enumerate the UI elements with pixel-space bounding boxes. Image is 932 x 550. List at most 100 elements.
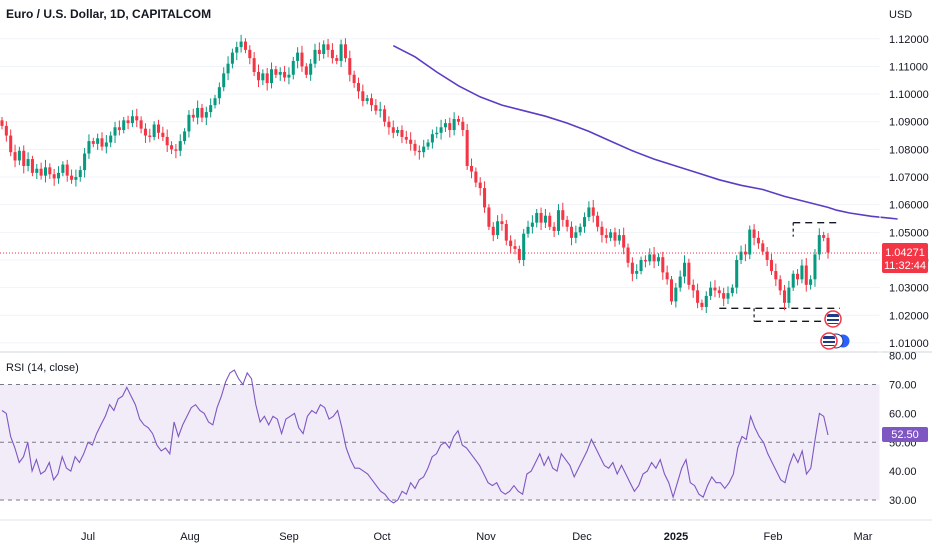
- candle[interactable]: [726, 286, 730, 305]
- candle[interactable]: [435, 126, 439, 139]
- candle[interactable]: [756, 231, 760, 249]
- candle[interactable]: [496, 215, 500, 240]
- candle[interactable]: [548, 212, 552, 231]
- candle[interactable]: [43, 159, 47, 183]
- candle[interactable]: [196, 100, 200, 125]
- candle[interactable]: [422, 139, 426, 158]
- candle[interactable]: [622, 227, 626, 255]
- candle[interactable]: [617, 229, 621, 245]
- candle[interactable]: [83, 148, 87, 178]
- candle[interactable]: [543, 208, 547, 229]
- candle[interactable]: [17, 146, 21, 166]
- candle[interactable]: [313, 43, 317, 68]
- candle[interactable]: [791, 270, 795, 291]
- candle[interactable]: [796, 269, 800, 286]
- candle[interactable]: [383, 105, 387, 127]
- candlestick-series[interactable]: [0, 34, 830, 314]
- candle[interactable]: [687, 258, 691, 290]
- candle[interactable]: [626, 243, 630, 268]
- candle[interactable]: [35, 164, 39, 179]
- candle[interactable]: [448, 117, 452, 138]
- candle[interactable]: [452, 112, 456, 136]
- candle[interactable]: [683, 255, 687, 284]
- candle[interactable]: [591, 199, 595, 223]
- candle[interactable]: [665, 265, 669, 285]
- candle[interactable]: [370, 93, 374, 112]
- candle[interactable]: [630, 257, 634, 282]
- candle[interactable]: [213, 94, 217, 109]
- candle[interactable]: [748, 225, 752, 260]
- candle[interactable]: [274, 65, 278, 79]
- candle[interactable]: [300, 45, 304, 72]
- candle[interactable]: [500, 213, 504, 231]
- candle[interactable]: [317, 42, 321, 61]
- candle[interactable]: [535, 208, 539, 228]
- candle[interactable]: [704, 291, 708, 314]
- candle[interactable]: [204, 106, 208, 126]
- candle[interactable]: [343, 38, 347, 63]
- candle[interactable]: [739, 245, 743, 264]
- candle[interactable]: [604, 228, 608, 244]
- candle[interactable]: [148, 128, 152, 143]
- candle[interactable]: [222, 67, 226, 92]
- candle[interactable]: [826, 233, 830, 259]
- candle[interactable]: [239, 34, 243, 53]
- candle[interactable]: [387, 116, 391, 135]
- candle[interactable]: [409, 132, 413, 151]
- candle[interactable]: [483, 181, 487, 213]
- candle[interactable]: [191, 108, 195, 122]
- candle[interactable]: [183, 128, 187, 145]
- candle[interactable]: [87, 134, 91, 159]
- candle[interactable]: [0, 117, 4, 130]
- candle[interactable]: [235, 41, 239, 61]
- candle[interactable]: [56, 166, 61, 184]
- candle[interactable]: [170, 141, 174, 155]
- price-axis[interactable]: 1.12000 1.11000 1.10000 1.09000 1.08000 1.070…: [889, 34, 929, 350]
- candle[interactable]: [256, 64, 261, 88]
- candle[interactable]: [135, 108, 139, 128]
- candle[interactable]: [661, 251, 665, 280]
- candle[interactable]: [200, 103, 204, 123]
- candle[interactable]: [600, 221, 604, 243]
- candle[interactable]: [752, 224, 756, 246]
- candle[interactable]: [209, 98, 213, 118]
- candle[interactable]: [335, 54, 339, 65]
- candle[interactable]: [396, 126, 400, 137]
- candle[interactable]: [139, 116, 143, 134]
- candle[interactable]: [22, 145, 26, 174]
- candle[interactable]: [530, 215, 534, 234]
- candle[interactable]: [761, 240, 765, 255]
- candle[interactable]: [174, 143, 178, 159]
- candle[interactable]: [669, 275, 674, 305]
- candle[interactable]: [309, 58, 313, 81]
- candle[interactable]: [265, 67, 269, 91]
- candle[interactable]: [417, 145, 421, 160]
- candle[interactable]: [217, 82, 221, 105]
- candle[interactable]: [230, 48, 234, 69]
- candle[interactable]: [61, 161, 65, 177]
- candle[interactable]: [491, 222, 495, 242]
- candle[interactable]: [78, 166, 82, 182]
- candle[interactable]: [278, 67, 282, 81]
- candle[interactable]: [96, 133, 100, 150]
- candle[interactable]: [735, 255, 739, 294]
- candle[interactable]: [348, 50, 352, 82]
- candle[interactable]: [365, 94, 369, 105]
- candle[interactable]: [270, 62, 274, 89]
- candle[interactable]: [287, 67, 291, 85]
- candle[interactable]: [487, 204, 491, 231]
- candle[interactable]: [743, 244, 747, 262]
- candle[interactable]: [717, 286, 721, 298]
- candle[interactable]: [122, 117, 126, 134]
- candle[interactable]: [113, 121, 117, 144]
- candle[interactable]: [178, 134, 182, 157]
- candle[interactable]: [296, 47, 300, 69]
- candle[interactable]: [443, 119, 447, 132]
- candle[interactable]: [778, 275, 782, 296]
- candle[interactable]: [596, 211, 600, 232]
- candle[interactable]: [52, 168, 56, 186]
- candle[interactable]: [552, 222, 556, 238]
- candle[interactable]: [356, 77, 361, 99]
- candle[interactable]: [361, 84, 365, 107]
- candle[interactable]: [413, 139, 417, 156]
